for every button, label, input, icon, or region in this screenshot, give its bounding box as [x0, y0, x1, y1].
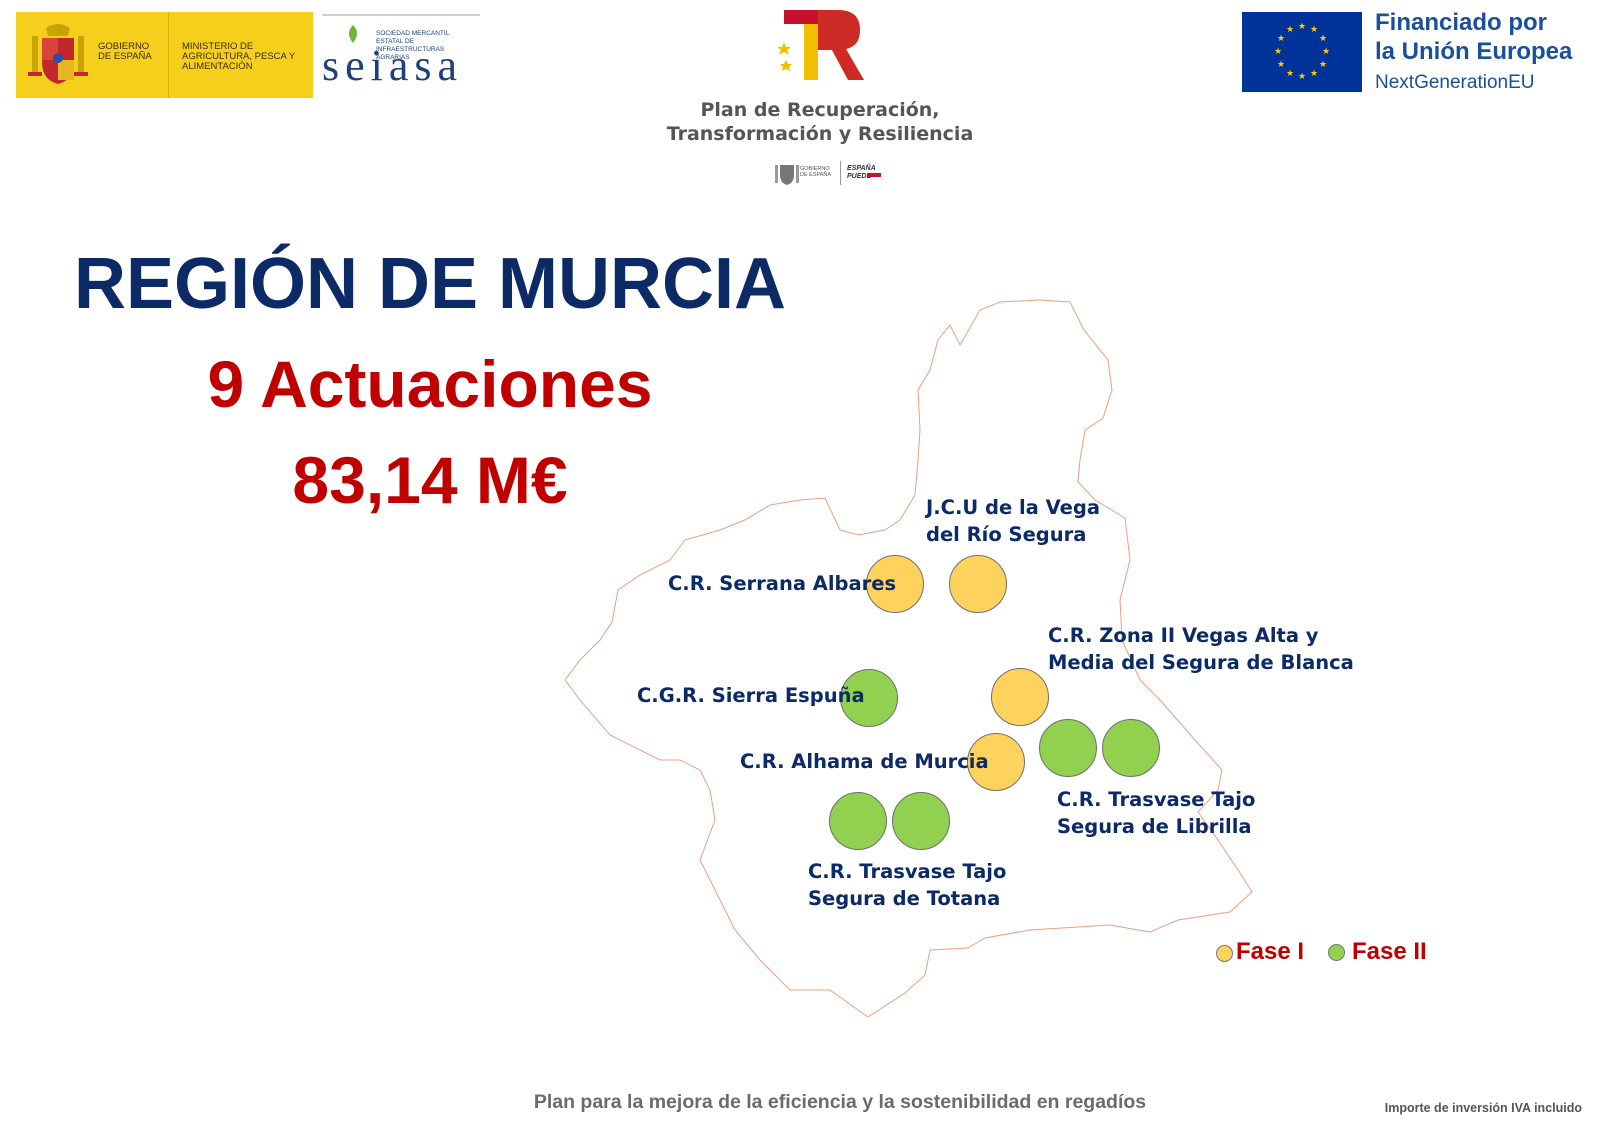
eu-funding-line1: Financiado por — [1375, 9, 1548, 36]
label-zona-ii-line1: C.R. Zona II Vegas Alta y — [1048, 624, 1319, 647]
svg-text:★: ★ — [1298, 22, 1306, 32]
espana-puede-text: España Puede — [847, 165, 876, 180]
legend-fase-i: Fase I — [1236, 938, 1305, 965]
gov-divider — [168, 12, 169, 98]
label-jcu-vega: J.C.U de la Vega del Río Segura — [926, 494, 1100, 548]
ministry-logo: Gobierno de España Ministerio de Agricul… — [16, 12, 313, 98]
seiasa-subtitle: Sociedad Mercantil Estatal de Infraestru… — [376, 30, 476, 62]
recovery-plan-sublogos: Gobierno de España España Puede — [772, 159, 882, 187]
svg-text:★: ★ — [1322, 47, 1330, 57]
alhama-murcia-marker — [967, 733, 1025, 791]
gov-text-label: Gobierno de España — [98, 41, 152, 62]
coat-of-arms-icon — [28, 24, 88, 84]
svg-text:★: ★ — [1310, 69, 1318, 79]
gov-text: Gobierno de España — [98, 42, 158, 62]
label-serrana-albares: C.R. Serrana Albares — [668, 572, 897, 595]
plan-sublogo-divider — [840, 161, 841, 185]
librilla-marker-2 — [1102, 719, 1160, 777]
seiasa-subtitle-label: Sociedad Mercantil Estatal de Infraestru… — [376, 30, 450, 61]
eu-funding-text: Financiado por la Unión Europea — [1375, 8, 1572, 66]
legend-fase-ii-dot — [1328, 944, 1345, 961]
seiasa-name: seiasa — [322, 41, 464, 90]
investment-amount: 83,14 M€ — [292, 443, 568, 517]
ministry-text-label: Ministerio de Agricultura, Pesca y Alime… — [182, 41, 295, 72]
label-alhama-murcia: C.R. Alhama de Murcia — [740, 750, 989, 773]
svg-text:★: ★ — [1274, 47, 1282, 57]
svg-text:★: ★ — [1319, 60, 1327, 70]
sierra-espuna-marker — [840, 669, 898, 727]
zona-ii-blanca-marker — [991, 668, 1049, 726]
legend-fase-i-dot — [1216, 945, 1233, 962]
coat-of-arms-small-icon — [775, 165, 799, 185]
label-jcu-vega-line2: del Río Segura — [926, 523, 1087, 546]
svg-text:★: ★ — [1277, 60, 1285, 70]
label-zona-ii-line2: Media del Segura de Blanca — [1048, 651, 1354, 674]
svg-text:★: ★ — [1286, 25, 1294, 35]
serrana-albares-marker — [866, 555, 924, 613]
plan-gov-small: Gobierno de España — [800, 166, 832, 178]
footer-plan: Plan para la mejora de la eficiencia y l… — [533, 1091, 1147, 1113]
label-jcu-vega-line1: J.C.U de la Vega — [926, 496, 1100, 519]
svg-text:★: ★ — [1298, 72, 1306, 82]
svg-text:★: ★ — [1277, 34, 1285, 44]
label-sierra-espuna: C.G.R. Sierra Espuña — [637, 684, 865, 707]
svg-text:★: ★ — [1310, 25, 1318, 35]
svg-text:★: ★ — [1286, 69, 1294, 79]
label-librilla-line2: Segura de Librilla — [1057, 815, 1252, 838]
seiasa-top-line — [322, 14, 480, 16]
jcu-vega-marker — [949, 555, 1007, 613]
recovery-plan-title-line2: Transformación y Resiliencia — [666, 123, 974, 145]
label-zona-ii-blanca: C.R. Zona II Vegas Alta y Media del Segu… — [1048, 622, 1354, 676]
next-generation-eu: NextGenerationEU — [1375, 72, 1535, 93]
totana-marker-1 — [829, 792, 887, 850]
svg-text:★: ★ — [1319, 34, 1327, 44]
region-title: REGIÓN DE MURCIA — [73, 244, 787, 324]
recovery-plan-title-line1: Plan de Recuperación, — [700, 99, 940, 121]
ministry-text: Ministerio de Agricultura, Pesca y Alime… — [182, 42, 307, 72]
label-librilla: C.R. Trasvase Tajo Segura de Librilla — [1057, 786, 1255, 840]
eu-funding-line2: la Unión Europea — [1375, 38, 1573, 65]
leaf-icon — [349, 25, 357, 43]
legend-fase-ii: Fase II — [1352, 938, 1427, 965]
label-totana-line2: Segura de Totana — [808, 887, 1001, 910]
label-totana: C.R. Trasvase Tajo Segura de Totana — [808, 858, 1006, 912]
recovery-plan-title: Plan de Recuperación, Transformación y R… — [600, 98, 1040, 146]
actions-count: 9 Actuaciones — [207, 347, 653, 421]
totana-marker-2 — [892, 792, 950, 850]
footnote-vat: Importe de inversión IVA incluido — [1384, 1101, 1582, 1115]
eu-stars-icon: ★ ★ ★ ★ ★ ★ ★ ★ ★ ★ ★ ★ — [1274, 22, 1330, 82]
espana-puede-mark — [867, 173, 881, 177]
label-totana-line1: C.R. Trasvase Tajo — [808, 860, 1007, 883]
label-librilla-line1: C.R. Trasvase Tajo — [1057, 788, 1256, 811]
eu-flag: ★ ★ ★ ★ ★ ★ ★ ★ ★ ★ ★ ★ — [1242, 12, 1362, 92]
librilla-marker-1 — [1039, 719, 1097, 777]
recovery-plan-logo — [778, 10, 864, 80]
